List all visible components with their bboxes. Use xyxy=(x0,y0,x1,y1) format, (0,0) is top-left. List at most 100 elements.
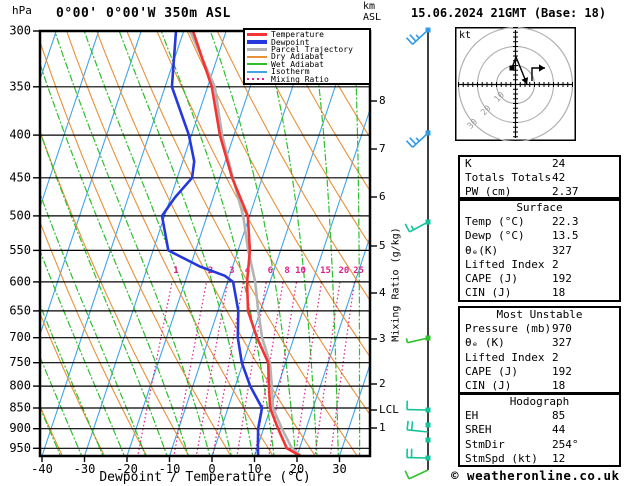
table-row: θₑ(K) 327 xyxy=(460,244,619,258)
hodograph-unit-label: kt xyxy=(459,30,472,41)
mixing-ratio-value-label: 6 xyxy=(268,266,273,276)
wet-adiabat-line xyxy=(41,64,189,455)
table-row-label: θₑ(K) xyxy=(465,243,499,257)
hodograph-start-marker xyxy=(509,65,515,71)
dry-adiabat-line xyxy=(217,32,369,300)
pressure-tick-label: 650 xyxy=(9,303,31,317)
table-row: Temp (°C) 22.3 xyxy=(460,215,619,229)
altitude-tick-label: 4 xyxy=(379,286,386,299)
dry-adiabat-line xyxy=(41,314,105,455)
table-row: Pressure (mb) 970 xyxy=(460,322,619,336)
wet-adiabat-line xyxy=(118,32,254,455)
altitude-unit-asl: ASL xyxy=(363,12,382,23)
mixing-ratio-line xyxy=(173,281,208,455)
legend-item: Mixing Ratio xyxy=(247,74,369,84)
dry-adiabat-line xyxy=(41,42,232,455)
wind-barb-station-marker xyxy=(425,130,431,136)
table-row-label: θₑ (K) xyxy=(465,336,505,350)
pressure-tick-label: 600 xyxy=(9,274,31,288)
legend-item: Dry Adiabat xyxy=(247,52,369,62)
legend-label: Mixing Ratio xyxy=(271,74,329,84)
pressure-tick-label: 350 xyxy=(9,79,31,93)
hodograph-arrowhead xyxy=(521,77,529,84)
table-row-label: Dewp (°C) xyxy=(465,229,525,243)
table-title: Surface xyxy=(516,201,563,214)
table-row-value: 192 xyxy=(552,364,572,378)
altitude-tick-label: 2 xyxy=(379,377,386,390)
table-row-label: StmSpd (kt) xyxy=(465,451,538,465)
plot-border xyxy=(38,29,372,458)
altitude-tick-label: 3 xyxy=(379,332,386,345)
table-title: Hodograph xyxy=(509,395,570,408)
pressure-tick-label: 750 xyxy=(9,355,31,369)
wind-barb xyxy=(404,469,429,480)
legend-item: Wet Adiabat xyxy=(247,60,369,68)
pressure-tick-label: 500 xyxy=(9,208,31,222)
pressure-tick-label: 550 xyxy=(9,243,31,257)
table-surface: Surface Temp (°C) 22.3 Dewp (°C) 13.5 θₑ(K) 32… xyxy=(458,199,621,302)
dry-adiabat-line xyxy=(66,32,274,455)
table-row: StmSpd (kt) 12 xyxy=(460,452,619,466)
temperature-tick-label: 0 xyxy=(208,462,215,476)
mixing-ratio-line xyxy=(236,281,267,455)
datetime-label: 15.06.2024 21GMT (Base: 18) xyxy=(411,6,607,20)
sounding-curves xyxy=(160,32,302,455)
mixing-ratio-line xyxy=(137,281,173,455)
pressure-tick-label: 300 xyxy=(9,24,31,38)
wet-adiabat-line xyxy=(54,32,211,455)
wet-adiabat-line xyxy=(41,357,83,455)
table-row-label: K xyxy=(465,157,472,170)
wind-barb xyxy=(404,221,429,233)
legend-item: Parcel Trajectory xyxy=(247,44,369,54)
table-row-value: 2 xyxy=(552,350,559,364)
table-row-value: 13.5 xyxy=(552,229,579,243)
pressure-tick-label: 950 xyxy=(9,441,31,455)
table-row-value: 22.3 xyxy=(552,215,579,229)
temperature-tick-label: -10 xyxy=(159,462,181,476)
table-row-label: EH xyxy=(465,409,479,423)
dry-adiabat-line xyxy=(96,32,316,455)
hodograph-arrowhead xyxy=(539,64,545,72)
table-row-value: 12 xyxy=(552,451,566,465)
table-row-value: 42 xyxy=(552,171,566,185)
mixing-ratio-value-label: 10 xyxy=(295,266,306,276)
copyright-label: © weatheronline.co.uk xyxy=(451,468,620,483)
wet-adiabat-line xyxy=(41,305,104,455)
table-row-value: 970 xyxy=(552,322,572,336)
table-row: Lifted Index 2 xyxy=(460,351,619,365)
table-row-label: Lifted Index xyxy=(465,350,545,364)
table-title: Most Unstable xyxy=(496,308,583,321)
dry-adiabat-line xyxy=(247,32,369,245)
wet-adiabat-line xyxy=(41,133,168,455)
legend-label: Dry Adiabat xyxy=(271,52,324,62)
dry-adiabat-line xyxy=(126,32,358,455)
dry-adiabat-line xyxy=(156,32,369,415)
table-row: PW (cm) 2.37 xyxy=(460,185,619,199)
table-row: CAPE (J) 192 xyxy=(460,365,619,379)
hodograph-trace xyxy=(511,55,528,85)
table-row-value: 327 xyxy=(552,336,572,350)
legend-label: Parcel Trajectory xyxy=(271,44,353,54)
isotherm-line xyxy=(169,32,312,455)
wind-barb xyxy=(406,420,429,433)
table-indices: K 24 Totals Totals 42 PW (cm) 2.37 xyxy=(458,155,621,199)
legend-swatch-thin xyxy=(247,70,267,73)
table-row-label: CIN (J) xyxy=(465,378,512,392)
table-row: Lifted Index 2 xyxy=(460,258,619,272)
table-row: K 24 xyxy=(460,157,619,171)
legend-item: Dewpoint xyxy=(247,38,369,46)
mixing-ratio-line xyxy=(329,281,356,455)
mixing-ratio-value-label: 8 xyxy=(284,266,289,276)
dry-adiabat-line xyxy=(41,406,63,455)
isotherm-line xyxy=(41,32,99,206)
wet-adiabat-line xyxy=(41,194,146,455)
table-row-label: StmDir xyxy=(465,437,505,451)
wet-adiabat-line xyxy=(262,32,318,455)
altitude-tick-label: 7 xyxy=(379,142,386,155)
isotherm-line xyxy=(211,32,354,455)
mixing-ratio-value-label: 1 xyxy=(173,266,178,276)
isotherm-line xyxy=(41,32,142,334)
table-row-label: CIN (J) xyxy=(465,286,512,300)
table-row: EH 85 xyxy=(460,409,619,423)
temperature-tick-label: -40 xyxy=(31,462,53,476)
